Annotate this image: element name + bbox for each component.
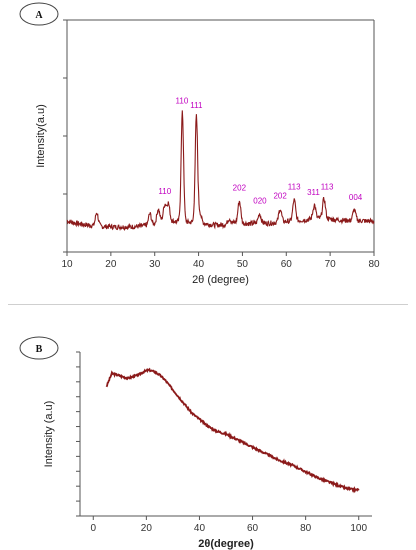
xrd-pattern-line	[66, 110, 375, 232]
x-tick-label: 60	[281, 259, 293, 270]
x-tick-label: 40	[194, 523, 206, 534]
peak-index-label: 311	[307, 188, 320, 197]
x-tick-label: 70	[325, 259, 337, 270]
panel-tag-oval	[19, 2, 59, 26]
intensity-chart-panel-b: B 0 20 40 60 80 100 2θ(degree) Intensity (a.u)	[0, 330, 416, 550]
x-tick-label: 30	[149, 259, 161, 270]
peak-index-label: 111	[190, 101, 203, 110]
x-tick-label: 10	[61, 259, 73, 270]
x-tick-label: 60	[247, 523, 259, 534]
y-axis-title: Intensity(a.u)	[35, 104, 47, 168]
x-tick-label: 80	[300, 523, 312, 534]
x-tick-label: 20	[105, 259, 117, 270]
x-tick-label: 0	[90, 523, 96, 534]
x-tick-label: 80	[368, 259, 380, 270]
peak-index-label: 110	[176, 97, 189, 106]
panel-divider	[8, 304, 408, 305]
y-axis-title: Intensity (a.u)	[43, 401, 55, 468]
x-tick-label: 50	[237, 259, 249, 270]
peak-index-label: 113	[321, 182, 334, 191]
x-axis-title: 2θ (degree)	[192, 274, 249, 286]
peak-index-label: 113	[288, 182, 301, 191]
x-axis-title: 2θ(degree)	[198, 538, 254, 550]
peak-index-label: 110	[158, 187, 171, 196]
x-tick-label: 40	[193, 259, 205, 270]
intensity-chart-b: B 0 20 40 60 80 100 2θ(degree) Intensity (a.u)	[19, 336, 372, 550]
x-tick-label: 100	[350, 523, 367, 534]
peak-index-label: 004	[349, 193, 363, 202]
panel-tag-label: B	[36, 344, 43, 355]
peak-index-label: 202	[233, 184, 247, 193]
peak-index-label: 202	[273, 192, 287, 201]
peak-index-label: 020	[253, 196, 267, 205]
panel-tag-label: A	[35, 10, 43, 21]
intensity-curve-line	[105, 367, 360, 494]
xrd-chart-a: A 10 20 30 40 50 60 70 80 2θ (degree) Intensity(a.…	[19, 2, 380, 286]
x-tick-label: 20	[141, 523, 153, 534]
panel-tag-oval	[19, 336, 59, 360]
xrd-chart-panel-a: A 10 20 30 40 50 60 70 80 2θ (degree) Intensity(a.…	[19, 2, 380, 286]
